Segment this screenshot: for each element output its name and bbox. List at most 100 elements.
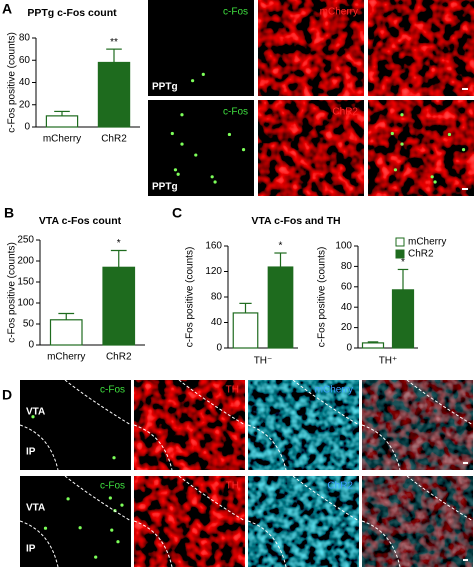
y-tick-label: 160	[205, 241, 222, 252]
micrograph-stain	[362, 476, 473, 567]
cfos-dot	[176, 172, 180, 176]
legend-swatch	[395, 249, 405, 259]
y-axis-label: c-Fos positive (counts)	[7, 32, 18, 133]
region-boundary	[19, 520, 59, 567]
micrograph-label: ChR2	[327, 481, 353, 492]
region-label: VTA	[26, 503, 45, 514]
micrograph-label: TH	[226, 481, 239, 492]
cfos-dot	[393, 168, 398, 172]
cfos-dot	[108, 496, 112, 500]
bar	[45, 115, 79, 128]
cfos-dot	[400, 113, 404, 117]
y-tick-label: 40	[211, 317, 223, 328]
region-boundary	[292, 475, 360, 522]
region-boundary	[178, 475, 246, 522]
chart-title: PPTg c-Fos count	[27, 7, 117, 19]
significance: *	[401, 257, 405, 268]
scale-bar	[462, 88, 468, 90]
cfos-dot	[430, 175, 434, 179]
y-tick-label: 100	[17, 298, 34, 309]
region-boundary	[361, 520, 401, 567]
y-tick-label: 100	[335, 241, 352, 252]
panel-letter: B	[4, 205, 14, 221]
cfos-dot	[94, 555, 98, 559]
y-tick-label: 60	[341, 281, 353, 292]
cfos-dot	[433, 180, 437, 184]
micrograph-stain	[368, 0, 474, 96]
bar	[97, 61, 131, 128]
micrograph-stain	[258, 100, 364, 196]
y-axis-label: c-Fos positive (counts)	[317, 247, 328, 348]
bar	[49, 319, 83, 346]
region-boundary	[178, 379, 246, 426]
micrograph-tile	[20, 476, 131, 567]
cfos-dot	[31, 415, 35, 419]
y-tick-label: 0	[28, 340, 34, 351]
region-label: VTA	[26, 407, 45, 418]
x-axis-label: TH⁻	[254, 356, 273, 367]
y-tick-label: 20	[341, 322, 353, 333]
cfos-dot	[120, 503, 124, 507]
y-tick-label: 40	[19, 77, 31, 88]
cfos-dot	[112, 456, 116, 460]
micrograph-stain	[134, 380, 245, 470]
cfos-dot	[191, 79, 195, 83]
bar	[232, 312, 259, 349]
scale-bar	[463, 559, 468, 561]
significance: *	[117, 238, 121, 249]
micrograph-label: mCherry	[315, 385, 353, 396]
cfos-dot	[390, 131, 394, 136]
region-boundary	[19, 424, 59, 471]
y-tick-label: 20	[19, 99, 31, 110]
x-tick-label: ChR2	[101, 134, 127, 145]
cfos-dot	[210, 175, 214, 179]
y-axis-label: c-Fos positive (counts)	[185, 247, 196, 348]
significance: **	[110, 37, 118, 48]
y-tick-label: 200	[17, 256, 34, 267]
micrograph-label: c-Fos	[100, 481, 125, 492]
region-label: PPTg	[152, 82, 178, 93]
cfos-dot	[194, 153, 198, 157]
region-label: IP	[26, 447, 36, 458]
chart-title: VTA c-Fos count	[39, 215, 122, 227]
micrograph-stain	[248, 476, 359, 567]
panel-letter: C	[172, 205, 182, 221]
cfos-dot	[400, 142, 404, 146]
legend-swatch	[395, 237, 405, 247]
cfos-dot	[180, 142, 184, 146]
micrograph-label: c-Fos	[223, 107, 248, 118]
x-tick-label: ChR2	[106, 352, 132, 363]
micrograph-stain	[368, 100, 474, 196]
y-tick-label: 0	[24, 122, 30, 133]
micrograph-label: c-Fos	[223, 7, 248, 18]
region-label: PPTg	[152, 182, 178, 193]
cfos-dot	[241, 147, 246, 152]
region-boundary	[406, 379, 474, 426]
cfos-dot	[43, 526, 48, 530]
cfos-dot	[461, 147, 466, 152]
x-tick-label: mCherry	[47, 352, 85, 363]
y-tick-label: 50	[23, 319, 35, 330]
micrograph-tile	[148, 100, 254, 196]
micrograph-stain	[248, 380, 359, 470]
scale-bar	[462, 188, 468, 190]
micrograph-stain	[258, 0, 364, 96]
cfos-dot	[213, 180, 217, 184]
region-boundary	[64, 379, 132, 426]
x-tick-label: mCherry	[43, 134, 81, 145]
region-boundary	[133, 520, 173, 567]
cfos-dot	[173, 168, 178, 172]
bar	[391, 289, 415, 349]
cfos-dot	[447, 132, 452, 137]
cfos-dot	[66, 497, 70, 501]
region-boundary	[361, 424, 401, 471]
significance: *	[279, 241, 283, 252]
chart-title: VTA c-Fos and TH	[251, 215, 340, 227]
micrograph-label: ChR2	[332, 107, 358, 118]
cfos-dot	[116, 540, 120, 544]
y-tick-label: 0	[216, 343, 222, 354]
x-axis-label: TH⁺	[379, 356, 398, 367]
bar	[102, 266, 136, 346]
cfos-dot	[110, 528, 114, 532]
micrograph-tile	[148, 0, 254, 96]
